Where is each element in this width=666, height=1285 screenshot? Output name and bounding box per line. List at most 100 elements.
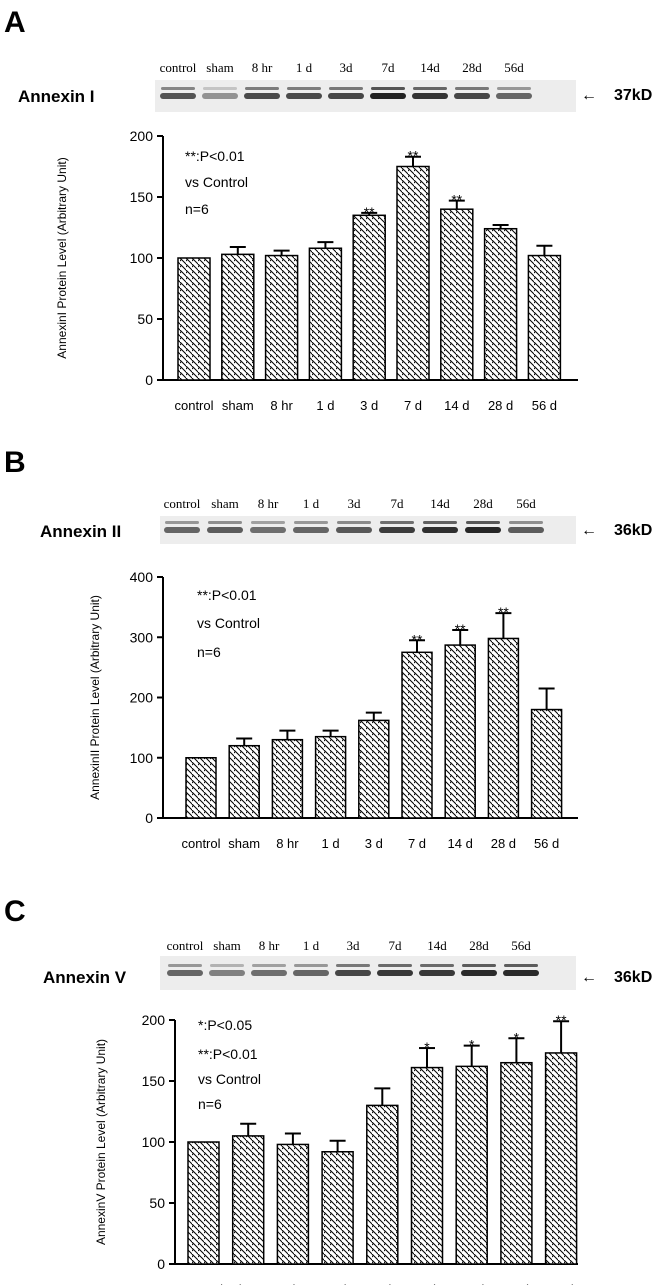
blot-lane-label: 8 hr [259, 938, 280, 953]
blot-band-upper [294, 964, 328, 967]
blot-lane-label: sham [213, 938, 240, 953]
protein-label: Annexin I [18, 87, 95, 106]
blot-lane-label: 7d [391, 496, 405, 511]
blot-band [461, 970, 497, 976]
legend-annotation: **:P<0.01 [198, 1046, 258, 1062]
blot-band [379, 527, 415, 533]
y-tick-label: 300 [130, 629, 154, 645]
blot-band-upper [466, 521, 500, 524]
y-tick-label: 200 [130, 128, 154, 144]
x-tick-label: 28 d [488, 398, 513, 413]
y-tick-label: 100 [130, 250, 154, 266]
x-tick-label: 14 d [459, 1282, 484, 1285]
blot-lane-label: sham [211, 496, 238, 511]
legend-annotation: vs Control [185, 174, 248, 190]
x-tick-label: 1 d [316, 398, 334, 413]
y-tick-label: 400 [130, 569, 154, 585]
x-tick-label: 14 d [444, 398, 469, 413]
x-tick-label: 7 d [408, 836, 426, 851]
y-tick-label: 100 [130, 750, 154, 766]
blot-lane-label: 14d [430, 496, 450, 511]
blot-band [465, 527, 501, 533]
significance-marker: ** [412, 631, 423, 647]
blot-lane-label: 56d [504, 60, 524, 75]
significance-marker: * [469, 1037, 475, 1053]
blot-band [164, 527, 200, 533]
blot-band-upper [336, 964, 370, 967]
blot-lane-label: 56d [511, 938, 531, 953]
blot-band [244, 93, 280, 99]
y-tick-label: 0 [145, 810, 153, 826]
panel-letter: B [4, 446, 26, 479]
y-tick-label: 0 [157, 1256, 165, 1272]
x-tick-label: 28 d [491, 836, 516, 851]
bar [483, 227, 518, 381]
blot-lane-label: 56d [516, 496, 536, 511]
x-tick-label: control [181, 836, 220, 851]
blot-lane-label: 14d [427, 938, 447, 953]
blot-band-upper [371, 87, 405, 90]
bar [444, 644, 476, 819]
x-tick-label: 8 hr [276, 836, 299, 851]
x-tick-label: sham [232, 1282, 264, 1285]
molecular-weight-label: 36kD [614, 522, 652, 539]
blot-lane-label: 8 hr [258, 496, 279, 511]
blot-band-upper [423, 521, 457, 524]
bar [396, 165, 430, 381]
y-tick-label: 100 [142, 1134, 166, 1150]
x-tick-label: sham [228, 836, 260, 851]
y-tick-label: 50 [137, 311, 153, 327]
blot-lane-label: 28d [469, 938, 489, 953]
blot-band-upper [251, 521, 285, 524]
bar [544, 1052, 578, 1265]
blot-band [328, 93, 364, 99]
blot-lane-label: 28d [462, 60, 482, 75]
bar [276, 1143, 310, 1265]
x-tick-label: 7 d [418, 1282, 436, 1285]
bar [231, 1135, 265, 1265]
y-tick-label: 200 [142, 1012, 166, 1028]
bar [352, 214, 386, 381]
legend-annotation: **:P<0.01 [185, 148, 245, 164]
molecular-weight-label: 37kD [614, 87, 652, 104]
blot-band-upper [203, 87, 237, 90]
blot-band-upper [294, 521, 328, 524]
blot-band [412, 93, 448, 99]
blot-band-upper [504, 964, 538, 967]
bar [440, 208, 474, 381]
bar [530, 708, 563, 819]
bar [401, 651, 433, 819]
significance-marker: ** [455, 621, 466, 637]
x-tick-label: 1 d [329, 1282, 347, 1285]
blot-lane-label: 7d [382, 60, 396, 75]
blot-band [250, 527, 286, 533]
blot-band-upper [329, 87, 363, 90]
blot-lane-label: control [160, 60, 197, 75]
blot-band [167, 970, 203, 976]
blot-band-upper [420, 964, 454, 967]
x-tick-label: 7 d [404, 398, 422, 413]
bar [187, 1141, 220, 1265]
blot-band-upper [161, 87, 195, 90]
x-tick-label: 56 d [532, 398, 557, 413]
legend-annotation: n=6 [197, 644, 221, 660]
blot-band-upper [380, 521, 414, 524]
blot-lane-label: 7d [389, 938, 403, 953]
blot-band [377, 970, 413, 976]
blot-band [251, 970, 287, 976]
blot-band-upper [413, 87, 447, 90]
significance-marker: * [514, 1029, 520, 1045]
x-tick-label: 1 d [322, 836, 340, 851]
legend-annotation: n=6 [185, 201, 209, 217]
y-tick-label: 150 [130, 189, 154, 205]
blot-band [202, 93, 238, 99]
blot-band [160, 93, 196, 99]
blot-lane-label: 1 d [303, 496, 320, 511]
y-tick-label: 150 [142, 1073, 166, 1089]
bar [314, 735, 347, 819]
x-tick-label: 14 d [448, 836, 473, 851]
bar [271, 738, 304, 819]
blot-lane-label: control [167, 938, 204, 953]
